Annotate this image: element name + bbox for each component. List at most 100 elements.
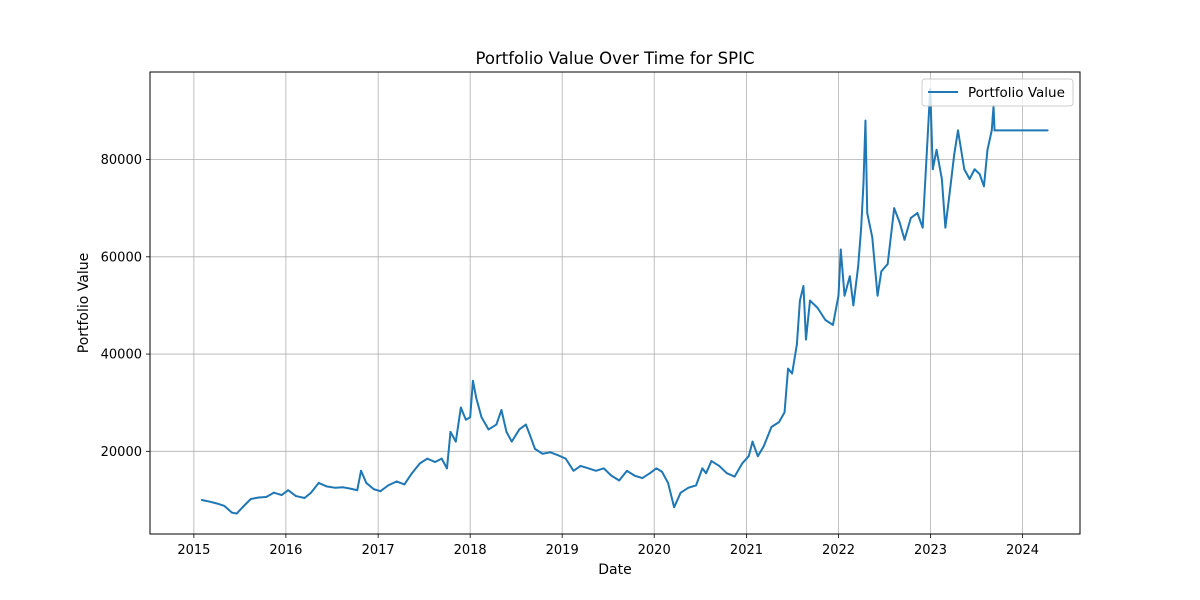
data-point <box>953 153 956 156</box>
data-point <box>661 470 663 473</box>
data-point <box>223 504 226 507</box>
data-point <box>741 462 744 465</box>
data-point <box>633 474 636 477</box>
data-point <box>921 226 924 229</box>
plot-frame <box>149 71 1081 535</box>
data-point <box>510 440 513 443</box>
data-point <box>641 477 644 479</box>
data-point <box>280 494 283 496</box>
data-point <box>249 498 252 500</box>
x-tick-label: 2023 <box>914 543 947 558</box>
data-point <box>342 486 345 489</box>
data-point <box>990 129 993 132</box>
data-point <box>839 248 842 251</box>
data-point <box>968 178 971 180</box>
data-point <box>655 467 658 470</box>
data-point <box>687 486 690 489</box>
x-tick-label: 2024 <box>1006 543 1039 558</box>
data-point <box>778 421 780 424</box>
data-point <box>756 455 759 458</box>
data-point <box>472 379 474 382</box>
data-point <box>618 479 621 482</box>
data-point <box>464 418 467 421</box>
data-point <box>809 299 811 302</box>
x-tick-label: 2022 <box>822 543 855 558</box>
data-point <box>387 484 390 487</box>
data-point <box>963 168 966 171</box>
data-point <box>862 182 865 185</box>
data-point <box>325 485 328 488</box>
data-point <box>805 338 807 341</box>
data-point <box>500 409 503 411</box>
data-point <box>495 423 498 426</box>
data-point <box>434 461 437 463</box>
data-point <box>273 491 275 494</box>
data-point <box>360 469 362 472</box>
data-point <box>832 323 834 326</box>
data-point <box>795 343 798 346</box>
data-point <box>926 139 929 141</box>
data-point <box>949 187 952 190</box>
data-point <box>295 495 297 497</box>
data-point <box>880 270 883 273</box>
data-point <box>426 457 429 460</box>
y-tick-label: 60000 <box>101 250 142 265</box>
legend-box <box>921 78 1074 107</box>
data-point <box>725 472 728 475</box>
data-point <box>287 489 290 492</box>
data-point <box>310 491 312 494</box>
data-point <box>557 454 559 457</box>
data-point <box>257 496 260 499</box>
x-tick-label: 2017 <box>362 543 395 558</box>
data-point <box>541 452 544 455</box>
data-point <box>200 499 203 501</box>
data-point <box>751 440 754 443</box>
data-point <box>365 482 368 484</box>
x-tick-label: 2021 <box>730 543 763 558</box>
data-point <box>395 480 398 483</box>
data-point <box>449 430 452 433</box>
data-point <box>579 465 582 467</box>
data-point <box>679 491 682 494</box>
data-point <box>843 294 846 297</box>
data-point <box>379 490 382 493</box>
data-point <box>770 426 773 428</box>
data-point <box>718 465 721 467</box>
x-tick-label: 2019 <box>546 543 579 558</box>
y-tick-label: 80000 <box>101 153 142 168</box>
data-point <box>783 411 786 414</box>
data-point <box>993 129 996 132</box>
data-point <box>303 497 306 499</box>
data-point <box>454 440 457 443</box>
data-point <box>864 119 867 122</box>
data-point <box>673 506 676 509</box>
data-point <box>411 472 413 475</box>
data-point <box>446 467 448 470</box>
data-point <box>837 294 840 297</box>
data-point <box>480 416 483 419</box>
ticks: 2015 2016 2017 2018 2019 2020 2021 2022 2023 2024… <box>101 153 1039 558</box>
data-point <box>350 487 352 490</box>
data-point <box>876 294 879 297</box>
data-point <box>787 367 789 370</box>
data-point <box>710 460 713 462</box>
data-point <box>403 483 406 486</box>
data-point <box>866 212 869 214</box>
data-point <box>418 462 421 465</box>
x-tick-label: 2015 <box>177 543 210 558</box>
data-point <box>572 469 575 472</box>
data-point <box>440 457 443 460</box>
data-point <box>747 455 750 458</box>
data-point <box>667 482 669 484</box>
chart-title: Portfolio Value Over Time for SPIC <box>476 49 755 68</box>
data-point <box>705 472 708 475</box>
data-point <box>524 423 527 426</box>
data-point <box>935 148 938 151</box>
data-point <box>824 319 827 321</box>
data-point <box>852 304 855 307</box>
data-point <box>549 451 552 454</box>
data-point <box>564 457 567 460</box>
data-point <box>518 428 521 431</box>
data-point <box>973 168 976 171</box>
